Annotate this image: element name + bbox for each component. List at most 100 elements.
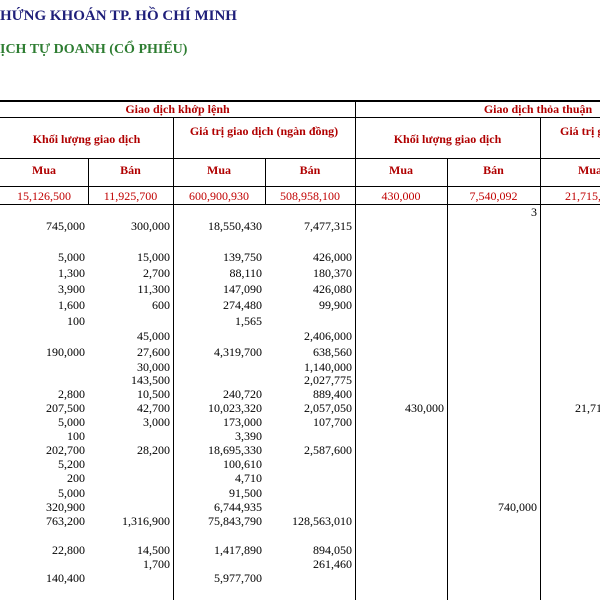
column-header: Bán	[120, 163, 141, 177]
total-cell: 600,900,930	[189, 189, 249, 203]
table-cell: 894,050	[313, 543, 352, 557]
table-cell: 763,200	[46, 514, 85, 528]
table-cell: 2,700	[143, 266, 170, 280]
rule	[0, 100, 600, 102]
sub-header: Giá trị g	[560, 124, 600, 138]
table-cell: 4,319,700	[214, 345, 262, 359]
table-cell: 140,400	[46, 571, 85, 585]
total-cell: 15,126,500	[17, 189, 71, 203]
table-cell: 10,023,320	[208, 401, 262, 415]
table-cell: 18,550,430	[208, 219, 262, 233]
table-cell: 2,587,600	[304, 443, 352, 457]
table-cell: 1,565	[235, 314, 262, 328]
group-header: Giao dịch thỏa thuận	[483, 102, 593, 116]
table-cell: 10,500	[137, 387, 170, 401]
table-cell: 745,000	[46, 219, 85, 233]
table-cell: 100	[67, 429, 85, 443]
table-cell: 1,700	[143, 557, 170, 571]
table-cell: 3,390	[235, 429, 262, 443]
col-rule	[447, 158, 448, 600]
rule	[0, 158, 600, 159]
sub-header: Khối lượng giao dịch	[393, 132, 502, 146]
table-cell: 100,610	[223, 457, 262, 471]
table-cell: 173,000	[223, 415, 262, 429]
table-cell: 240,720	[223, 387, 262, 401]
table-cell: 28,200	[137, 443, 170, 457]
table-cell: 99,900	[319, 298, 352, 312]
col-rule	[88, 158, 89, 204]
col-rule	[355, 100, 356, 600]
table-cell: 6,744,935	[214, 500, 262, 514]
table-cell: 139,750	[223, 250, 262, 264]
table-cell: 274,480	[223, 298, 262, 312]
table-cell: 300,000	[131, 219, 170, 233]
table-cell: 740,000	[498, 500, 537, 514]
table-cell: 3,900	[58, 282, 85, 296]
column-header: Mua	[207, 163, 231, 177]
table-cell: 91,500	[229, 486, 262, 500]
column-header: Mua	[32, 163, 56, 177]
table-cell: 4,710	[235, 471, 262, 485]
total-cell: 508,958,100	[280, 189, 340, 203]
table-cell: 3,000	[143, 415, 170, 429]
col-rule	[173, 117, 174, 600]
table-cell: 2,057,050	[304, 401, 352, 415]
table-cell: 1,300	[58, 266, 85, 280]
table-cell: 5,200	[58, 457, 85, 471]
table-cell: 15,000	[137, 250, 170, 264]
table-cell: 430,000	[405, 401, 444, 415]
table-cell: 128,563,010	[292, 514, 352, 528]
table-cell: 107,700	[313, 415, 352, 429]
table-cell: 5,000	[58, 486, 85, 500]
total-cell: 7,540,092	[469, 189, 518, 203]
table-cell: 1,316,900	[122, 514, 170, 528]
table-cell: 22,800	[52, 543, 85, 557]
table-cell: 7,477,315	[304, 219, 352, 233]
table-cell: 11,300	[137, 282, 170, 296]
rule	[0, 117, 600, 118]
subtitle: ỊCH TỰ DOANH (CỔ PHIẾU)	[0, 42, 188, 57]
table-cell: 261,460	[313, 557, 352, 571]
table-cell: 30,000	[137, 360, 170, 374]
table-cell: 2,406,000	[304, 329, 352, 343]
column-header: Mua	[578, 163, 600, 177]
table-cell: 5,977,700	[214, 571, 262, 585]
table-cell: 45,000	[137, 329, 170, 343]
column-header: Bán	[299, 163, 321, 177]
table-cell: 190,000	[46, 345, 85, 359]
table-cell: 1,140,000	[304, 360, 352, 374]
sub-header: Giá trị giao dịch (ngàn đồng)	[189, 124, 339, 138]
rule	[0, 186, 600, 187]
table-cell: 889,400	[313, 387, 352, 401]
table-cell: 3	[531, 205, 537, 219]
title: HỨNG KHOÁN TP. HỒ CHÍ MINH	[0, 8, 237, 24]
group-header: Giao dịch khớp lệnh	[125, 102, 230, 116]
table-cell: 143,500	[131, 373, 170, 387]
total-cell: 21,715,0	[565, 189, 600, 203]
table-cell: 1,600	[58, 298, 85, 312]
col-rule	[265, 158, 266, 204]
table-cell: 180,370	[313, 266, 352, 280]
table-cell: 5,000	[58, 415, 85, 429]
table-cell: 2,027,775	[304, 373, 352, 387]
table-cell: 147,090	[223, 282, 262, 296]
total-cell: 11,925,700	[103, 189, 158, 203]
table-cell: 638,560	[313, 345, 352, 359]
table-cell: 21,71	[575, 401, 600, 415]
column-header: Mua	[389, 163, 413, 177]
table-cell: 2,800	[58, 387, 85, 401]
table-cell: 320,900	[46, 500, 85, 514]
table-cell: 14,500	[137, 543, 170, 557]
table-cell: 600	[152, 298, 170, 312]
col-rule	[540, 117, 541, 600]
table-cell: 426,080	[313, 282, 352, 296]
table-cell: 27,600	[137, 345, 170, 359]
table-cell: 202,700	[46, 443, 85, 457]
rule	[0, 204, 600, 205]
table-cell: 75,843,790	[208, 514, 262, 528]
table-cell: 1,417,890	[214, 543, 262, 557]
table-cell: 5,000	[58, 250, 85, 264]
table-cell: 426,000	[313, 250, 352, 264]
table-cell: 42,700	[137, 401, 170, 415]
